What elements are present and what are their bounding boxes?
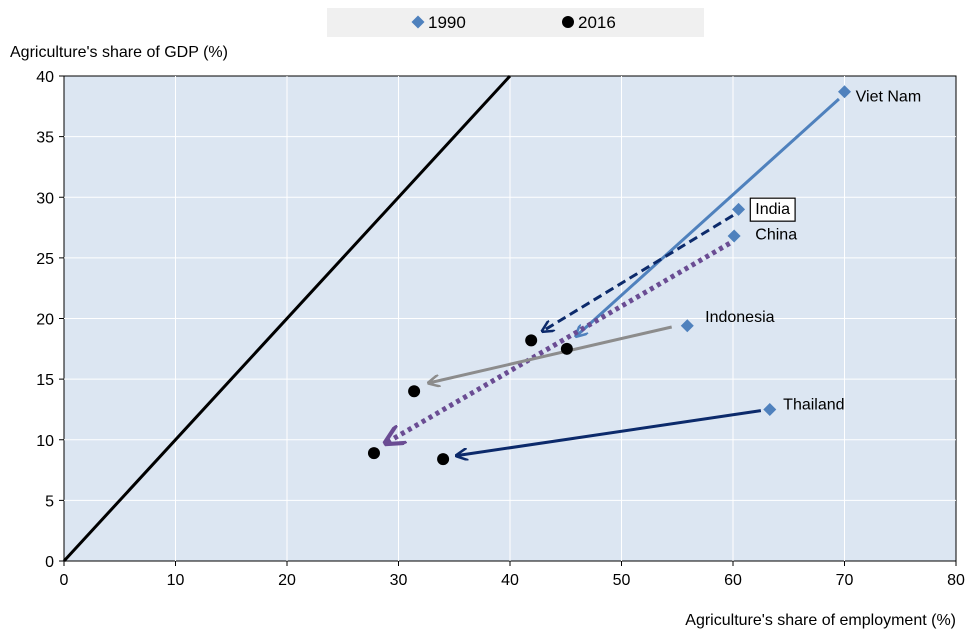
markers [367, 85, 851, 466]
label-indonesia: Indonesia [705, 309, 774, 326]
y-tick-label: 20 [36, 312, 54, 329]
y-tick-label: 35 [36, 130, 54, 147]
y-tick-label: 15 [36, 372, 54, 389]
legend-label-2016: 2016 [578, 13, 616, 32]
point-1990-india [732, 202, 746, 216]
label-china: China [755, 227, 797, 244]
arrow-china [387, 241, 731, 442]
legend-label-1990: 1990 [428, 13, 466, 32]
legend-background [327, 8, 704, 37]
label-thailand: Thailand [783, 396, 844, 413]
reference-line [62, 74, 512, 563]
x-axis-ticks: 0 10 20 30 40 50 60 70 80 [60, 561, 965, 589]
arrows [387, 97, 840, 456]
arrow-viet-nam [577, 97, 840, 335]
x-axis-title: Agriculture's share of employment (%) [685, 612, 956, 629]
country-labels: Viet Nam India China Indonesia Thailand [705, 88, 921, 413]
x-tick-label: 30 [390, 572, 408, 589]
y-tick-label: 40 [36, 69, 54, 86]
y-tick-label: 25 [36, 251, 54, 268]
point-1990-indonesia [680, 319, 694, 333]
x-tick-label: 0 [60, 572, 69, 589]
x-tick-label: 80 [947, 572, 965, 589]
x-tick-label: 70 [836, 572, 854, 589]
point-2016-thailand [437, 453, 450, 466]
y-tick-label: 30 [36, 190, 54, 207]
point-1990-viet-nam [838, 85, 851, 99]
y-tick-label: 0 [45, 554, 54, 571]
x-tick-label: 60 [724, 572, 742, 589]
point-2016-viet-nam [560, 342, 573, 355]
legend-item-2016: 2016 [562, 13, 616, 32]
point-1990-china [727, 229, 741, 243]
arrow-indonesia [430, 325, 673, 383]
label-viet-nam: Viet Nam [856, 88, 922, 105]
x-tick-label: 20 [278, 572, 296, 589]
arrow-india [543, 214, 734, 330]
y-tick-label: 10 [36, 433, 54, 450]
legend: 1990 2016 [327, 8, 704, 37]
legend-marker-2016 [562, 16, 574, 28]
y-axis-title: Agriculture's share of GDP (%) [10, 44, 228, 61]
point-1990-thailand [763, 402, 777, 416]
x-tick-label: 40 [501, 572, 519, 589]
point-2016-china [367, 447, 380, 460]
y-tick-label: 5 [45, 493, 54, 510]
legend-marker-1990 [411, 15, 425, 29]
point-2016-india [525, 334, 538, 347]
arrow-thailand [458, 409, 762, 456]
x-tick-label: 50 [613, 572, 631, 589]
label-india: India [755, 201, 790, 218]
point-2016-indonesia [408, 385, 421, 398]
y-axis-ticks: 0 5 10 15 20 25 30 35 40 [36, 69, 64, 571]
legend-item-1990: 1990 [411, 13, 466, 32]
x-tick-label: 10 [167, 572, 185, 589]
label-box-india [749, 197, 796, 222]
reference-line-layer [62, 74, 512, 563]
